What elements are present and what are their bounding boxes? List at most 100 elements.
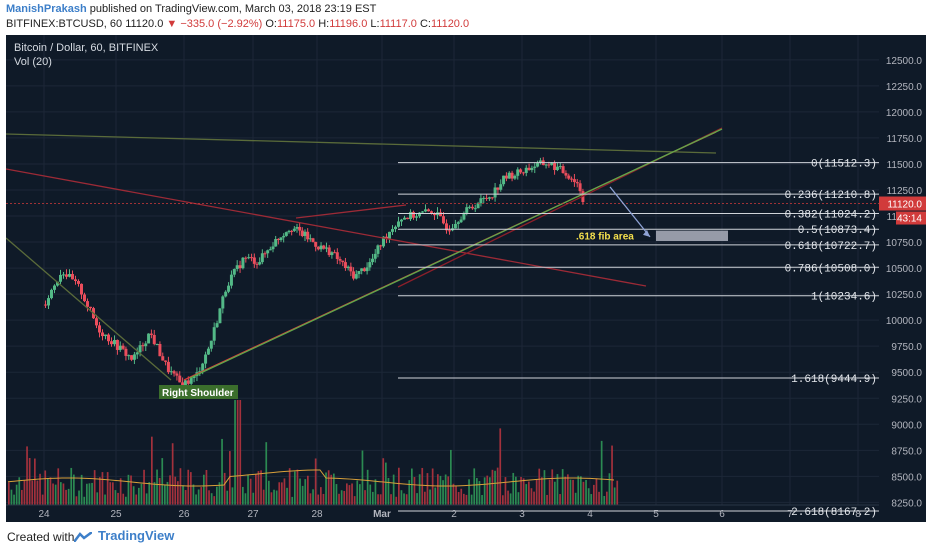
candle-body — [510, 172, 514, 179]
candle-body — [300, 230, 304, 237]
candle-body — [388, 231, 391, 239]
candle-body — [502, 175, 506, 185]
candle-body — [95, 318, 98, 326]
candle-body — [349, 266, 353, 272]
volume-bar — [161, 458, 164, 505]
volume-bar — [447, 476, 450, 505]
candle-body — [394, 226, 397, 230]
x-tick-label: 6 — [719, 509, 725, 520]
volume-bar — [387, 477, 390, 505]
volume-bar — [291, 496, 294, 505]
candle-body — [59, 274, 62, 282]
price-chart[interactable]: 0(11512.3) 0.236(11210.8) 0.382(11024.2) 0.… — [6, 35, 926, 522]
volume-bar — [119, 478, 122, 505]
footer: Created with TradingView — [0, 522, 932, 550]
candle-body — [118, 345, 122, 350]
candle-body — [513, 175, 517, 179]
y-tick-label: 9250.0 — [891, 394, 922, 405]
volume-bar — [408, 480, 411, 505]
volume-bar — [34, 458, 36, 505]
candle-body — [476, 203, 480, 209]
candle-body — [570, 178, 574, 180]
volume-indicator-label[interactable]: Vol (20) — [14, 56, 52, 68]
candle-body — [68, 273, 71, 277]
volume-bar — [47, 478, 49, 505]
volume-bar — [567, 474, 569, 505]
author-link[interactable]: ManishPrakash — [6, 3, 87, 15]
candle-body — [212, 327, 216, 341]
candle-body — [192, 376, 196, 378]
trend-line — [189, 128, 723, 379]
candle-body — [547, 164, 551, 166]
high-label: H: — [318, 18, 330, 30]
last-price-badge — [879, 196, 926, 211]
candle-body — [260, 253, 264, 263]
volume-bar — [327, 470, 330, 505]
candle-body — [62, 274, 65, 276]
volume-bar — [242, 486, 244, 505]
candle-body — [130, 355, 134, 360]
candle-body — [479, 198, 483, 204]
tradingview-logo[interactable]: TradingView — [74, 528, 174, 543]
volume-bar — [309, 493, 312, 505]
volume-bar — [577, 475, 580, 505]
candle-body — [365, 267, 369, 272]
candle-body — [346, 266, 350, 269]
candle-body — [433, 213, 436, 216]
candle-body — [56, 281, 59, 286]
candle-body — [382, 236, 385, 247]
y-tick-label: 11500.0 — [887, 160, 923, 171]
volume-bar — [611, 445, 613, 505]
candle-body — [71, 273, 74, 280]
candle-body — [482, 197, 486, 199]
candle-body — [149, 333, 153, 335]
volume-bar — [101, 472, 104, 505]
published-text: published on TradingView.com, March 03, … — [86, 3, 377, 15]
volume-bar — [288, 468, 291, 505]
volume-bar — [343, 490, 346, 505]
candle-body — [124, 348, 128, 356]
volume-bar — [39, 473, 41, 505]
candle-body — [290, 230, 294, 232]
candle-body — [391, 229, 394, 232]
candle-body — [412, 211, 415, 218]
volume-bar — [574, 492, 577, 505]
volume-bar — [431, 468, 434, 505]
y-tick-label: 10500.0 — [886, 264, 923, 275]
candle-body — [201, 363, 205, 372]
volume-bar — [369, 484, 372, 505]
volume-bar — [314, 458, 317, 505]
fib-level-label: 0.786(10508.0) — [785, 263, 877, 275]
fib-level-label: 2.618(8167.2) — [791, 507, 877, 519]
y-tick-label: 8750.0 — [891, 446, 922, 457]
y-tick-label: 12000.0 — [886, 108, 923, 119]
chart-panel[interactable]: 0(11512.3) 0.236(11210.8) 0.382(11024.2) 0.… — [6, 35, 926, 522]
candle-body — [164, 360, 168, 362]
chart-title: Bitcoin / Dollar, 60, BITFINEX — [14, 42, 159, 54]
volume-bar — [93, 470, 96, 505]
volume-bar — [426, 473, 429, 505]
volume-bar — [405, 494, 408, 505]
fib-level-label: 0(11512.3) — [811, 159, 877, 171]
x-tick-label: 3 — [519, 509, 525, 520]
volume-bar — [252, 492, 255, 505]
candle-body — [255, 263, 259, 265]
candle-body — [274, 239, 278, 247]
volume-bar — [67, 488, 70, 505]
volume-bar — [499, 428, 502, 505]
candle-body — [152, 334, 156, 345]
candle-body — [561, 166, 565, 174]
volume-bar — [229, 451, 231, 505]
candle-body — [53, 285, 56, 290]
volume-bar — [509, 493, 512, 505]
candle-body — [50, 289, 53, 299]
x-tick-label: 28 — [311, 509, 323, 520]
candle-body — [553, 162, 557, 171]
candle-body — [459, 219, 463, 223]
volume-bar — [223, 472, 226, 505]
candle-body — [189, 377, 193, 384]
candle-body — [316, 246, 320, 250]
volume-bar — [57, 468, 60, 505]
low-label: L: — [370, 18, 380, 30]
price-change: ▼ −335.0 (−2.92%) — [166, 18, 263, 30]
